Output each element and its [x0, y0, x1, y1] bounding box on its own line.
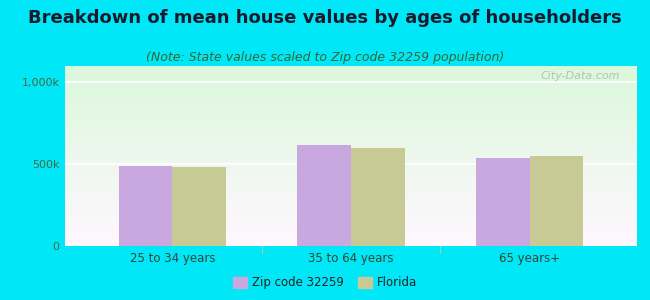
Text: City-Data.com: City-Data.com [540, 71, 620, 81]
Bar [530, 156, 584, 246]
Text: Breakdown of mean house values by ages of householders: Breakdown of mean house values by ages o… [28, 9, 622, 27]
Bar [351, 148, 404, 246]
Legend: Zip code 32259, Florida: Zip code 32259, Florida [228, 272, 422, 294]
Bar [298, 145, 351, 246]
Bar [476, 158, 530, 246]
Text: (Note: State values scaled to Zip code 32259 population): (Note: State values scaled to Zip code 3… [146, 51, 504, 64]
Bar [118, 166, 172, 246]
Bar [172, 167, 226, 246]
